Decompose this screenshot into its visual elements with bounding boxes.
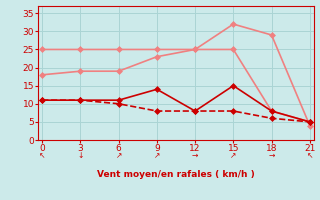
Text: ↗: ↗ bbox=[116, 151, 122, 160]
Text: ↗: ↗ bbox=[230, 151, 236, 160]
Text: ↖: ↖ bbox=[39, 151, 45, 160]
X-axis label: Vent moyen/en rafales ( km/h ): Vent moyen/en rafales ( km/h ) bbox=[97, 170, 255, 179]
Text: →: → bbox=[268, 151, 275, 160]
Text: ↗: ↗ bbox=[154, 151, 160, 160]
Text: →: → bbox=[192, 151, 198, 160]
Text: ↓: ↓ bbox=[77, 151, 84, 160]
Text: ↖: ↖ bbox=[307, 151, 313, 160]
